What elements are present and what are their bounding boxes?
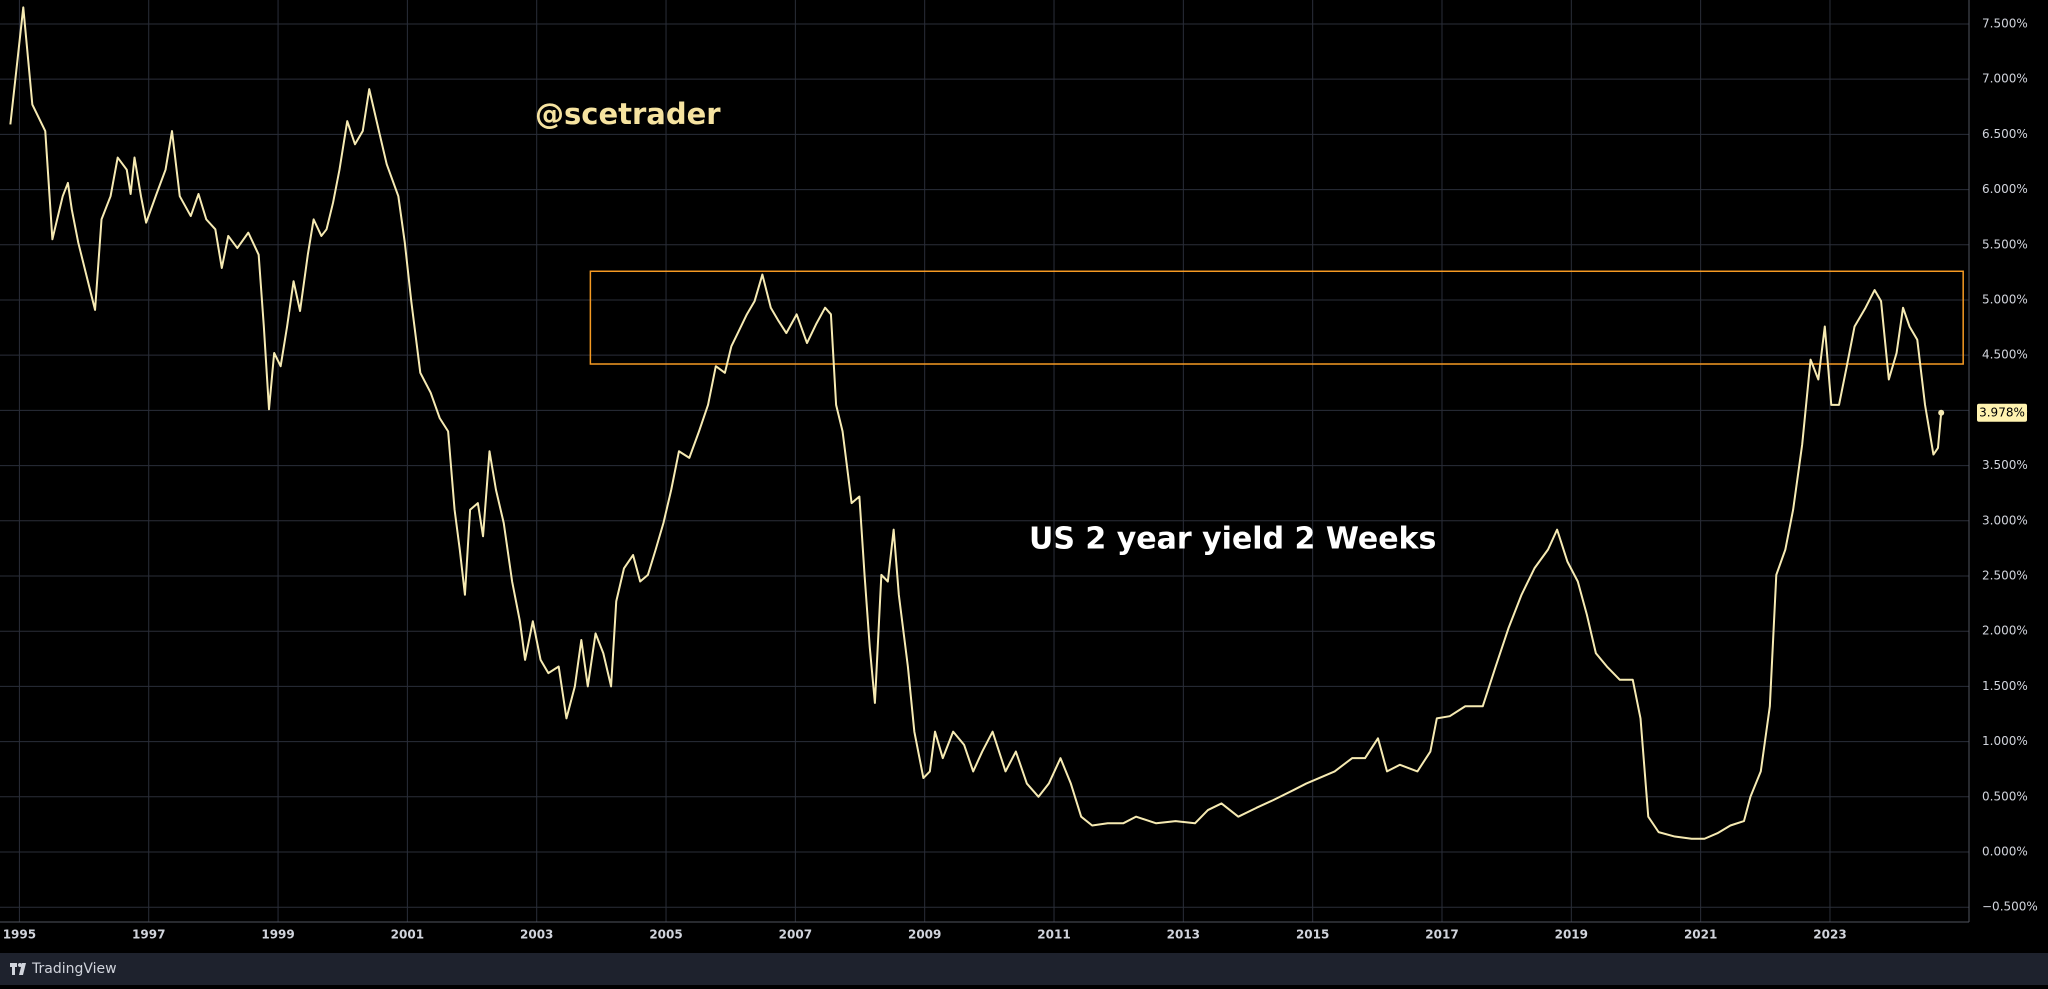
brand: TradingView xyxy=(31,961,117,977)
y-tick-label: 3.500% xyxy=(1982,458,2028,472)
x-tick-label: 2003 xyxy=(520,928,553,942)
y-tick-label: 2.500% xyxy=(1982,568,2028,582)
y-tick-label: 1.000% xyxy=(1982,734,2028,748)
x-tick-label: 2015 xyxy=(1296,928,1329,942)
x-tick-label: 2023 xyxy=(1813,928,1846,942)
y-tick-label: 6.500% xyxy=(1982,127,2028,141)
y-tick-label: 7.500% xyxy=(1982,16,2028,30)
y-tick-label: 5.500% xyxy=(1982,237,2028,251)
y-tick-label: 1.500% xyxy=(1982,679,2028,693)
x-tick-label: 2001 xyxy=(391,928,424,942)
x-tick-label: 1997 xyxy=(132,928,165,942)
y-tick-label: 6.000% xyxy=(1982,182,2028,196)
x-tick-label: 2017 xyxy=(1425,928,1458,942)
x-tick-label: 2009 xyxy=(908,928,941,942)
last-point xyxy=(1938,409,1945,416)
line-series xyxy=(9,6,1943,840)
y-tick-label: 4.500% xyxy=(1982,348,2028,362)
last-value-label: 3.978% xyxy=(1979,405,2025,419)
grid xyxy=(0,0,1969,922)
highlight-box xyxy=(589,270,1964,365)
footer-bar xyxy=(0,953,2048,985)
watermark: @scetrader xyxy=(535,97,721,131)
tv-logo xyxy=(10,963,26,975)
x-tick-label: 2011 xyxy=(1037,928,1070,942)
y-tick-label: 7.000% xyxy=(1982,72,2028,86)
x-tick-label: 1999 xyxy=(261,928,294,942)
y-tick-label: 3.000% xyxy=(1982,513,2028,527)
y-tick-label: 0.500% xyxy=(1982,789,2028,803)
y-tick-label: 0.000% xyxy=(1982,845,2028,859)
last-value-box xyxy=(1977,403,2027,422)
x-tick-label: 2007 xyxy=(779,928,812,942)
x-tick-label: 2005 xyxy=(649,928,682,942)
y-tick-label: 2.000% xyxy=(1982,624,2028,638)
y-tick-label: 5.000% xyxy=(1982,292,2028,306)
x-tick-label: 2021 xyxy=(1684,928,1717,942)
y-tick-label: −0.500% xyxy=(1982,900,2038,914)
x-tick-label: 1995 xyxy=(3,928,36,942)
chart-title: US 2 year yield 2 Weeks xyxy=(1029,522,1436,557)
x-tick-label: 2013 xyxy=(1167,928,1200,942)
x-tick-label: 2019 xyxy=(1555,928,1588,942)
